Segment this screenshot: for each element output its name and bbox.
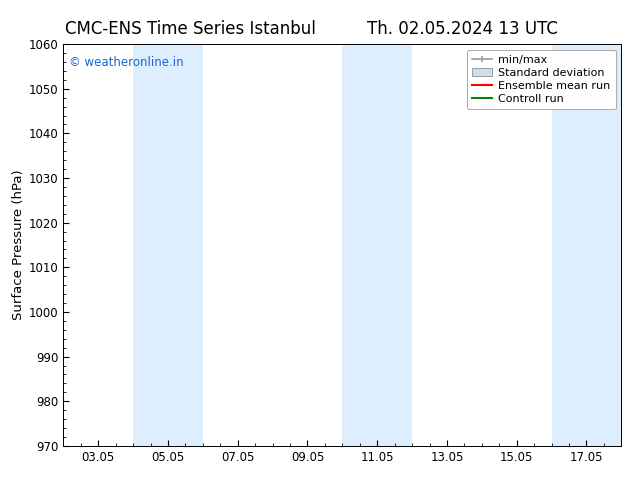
- Legend: min/max, Standard deviation, Ensemble mean run, Controll run: min/max, Standard deviation, Ensemble me…: [467, 49, 616, 109]
- Bar: [342, 44, 412, 446]
- Bar: [133, 44, 203, 446]
- Bar: [552, 44, 621, 446]
- Y-axis label: Surface Pressure (hPa): Surface Pressure (hPa): [11, 170, 25, 320]
- Text: Th. 02.05.2024 13 UTC: Th. 02.05.2024 13 UTC: [367, 20, 559, 38]
- Text: CMC-ENS Time Series Istanbul: CMC-ENS Time Series Istanbul: [65, 20, 316, 38]
- Text: © weatheronline.in: © weatheronline.in: [69, 56, 184, 69]
